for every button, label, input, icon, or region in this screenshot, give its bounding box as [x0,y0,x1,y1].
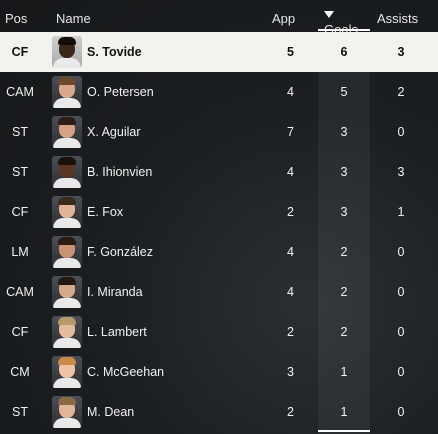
column-header-goals[interactable]: Goals [324,11,358,37]
table-row[interactable]: ST B. Ihionvien 4 3 3 [0,152,438,192]
table-row[interactable]: LM F. González 4 2 0 [0,232,438,272]
player-goals: 1 [340,365,348,379]
player-assists: 0 [397,125,405,139]
player-avatar [52,236,82,268]
player-position: ST [12,405,28,419]
table-row[interactable]: CF S. Tovide 5 6 3 [0,32,438,72]
table-row[interactable]: CF L. Lambert 2 2 0 [0,312,438,352]
table-row[interactable]: CM C. McGeehan 3 1 0 [0,352,438,392]
player-goals: 2 [340,325,348,339]
player-assists: 0 [397,405,405,419]
player-avatar [52,276,82,308]
player-goals: 2 [340,285,348,299]
column-header-name[interactable]: Name [56,11,91,26]
player-position: ST [12,125,28,139]
player-appearances: 4 [287,165,294,179]
player-assists: 0 [397,285,405,299]
player-assists: 0 [397,245,405,259]
player-assists: 0 [397,325,405,339]
player-appearances: 2 [287,205,294,219]
player-name: S. Tovide [87,45,142,59]
player-appearances: 3 [287,365,294,379]
table-row[interactable]: CF E. Fox 2 3 1 [0,192,438,232]
player-avatar [52,116,82,148]
player-avatar [52,316,82,348]
player-name: M. Dean [87,405,135,419]
player-goals: 2 [340,245,348,259]
player-goals: 1 [340,405,348,419]
player-goals: 5 [340,85,348,99]
player-assists: 3 [397,45,405,59]
player-position: ST [12,165,28,179]
player-appearances: 4 [287,285,294,299]
table-row[interactable]: CAM I. Miranda 4 2 0 [0,272,438,312]
player-avatar [52,196,82,228]
player-name: L. Lambert [87,325,147,339]
player-position: CF [11,45,29,59]
player-position: LM [11,245,29,259]
player-assists: 3 [397,165,405,179]
player-avatar [52,356,82,388]
player-appearances: 5 [287,45,294,59]
table-header: Pos Name App Goals Assists [0,0,438,37]
player-position: CF [11,205,29,219]
player-appearances: 4 [287,85,294,99]
player-name: B. Ihionvien [87,165,153,179]
player-table-body: CF S. Tovide 5 6 3 CAM O. Petersen 4 5 2… [0,32,438,432]
player-assists: 2 [397,85,405,99]
player-assists: 0 [397,365,405,379]
sorted-column-indicator [318,29,370,31]
player-position: CAM [6,85,34,99]
player-appearances: 2 [287,325,294,339]
player-name: F. González [87,245,154,259]
player-name: E. Fox [87,205,124,219]
player-position: CAM [6,285,34,299]
sort-descending-icon [324,11,334,18]
table-row[interactable]: CAM O. Petersen 4 5 2 [0,72,438,112]
player-position: CF [11,325,29,339]
sorted-column-bottom-indicator [318,430,370,432]
column-header-pos[interactable]: Pos [5,11,28,26]
player-avatar [52,36,82,68]
player-avatar [52,156,82,188]
table-row[interactable]: ST M. Dean 2 1 0 [0,392,438,432]
column-header-assists[interactable]: Assists [377,11,419,26]
player-position: CM [10,365,30,379]
player-name: O. Petersen [87,85,154,99]
player-appearances: 2 [287,405,294,419]
player-assists: 1 [397,205,405,219]
player-goals: 3 [340,165,348,179]
sorted-column-highlight [318,72,370,434]
column-header-app[interactable]: App [272,11,296,26]
player-name: X. Aguilar [87,125,141,139]
player-name: I. Miranda [87,285,143,299]
player-name: C. McGeehan [87,365,165,379]
table-row[interactable]: ST X. Aguilar 7 3 0 [0,112,438,152]
player-appearances: 4 [287,245,294,259]
player-goals: 3 [340,125,348,139]
player-avatar [52,396,82,428]
player-appearances: 7 [287,125,294,139]
player-avatar [52,76,82,108]
player-goals: 3 [340,205,348,219]
player-goals: 6 [340,45,348,59]
